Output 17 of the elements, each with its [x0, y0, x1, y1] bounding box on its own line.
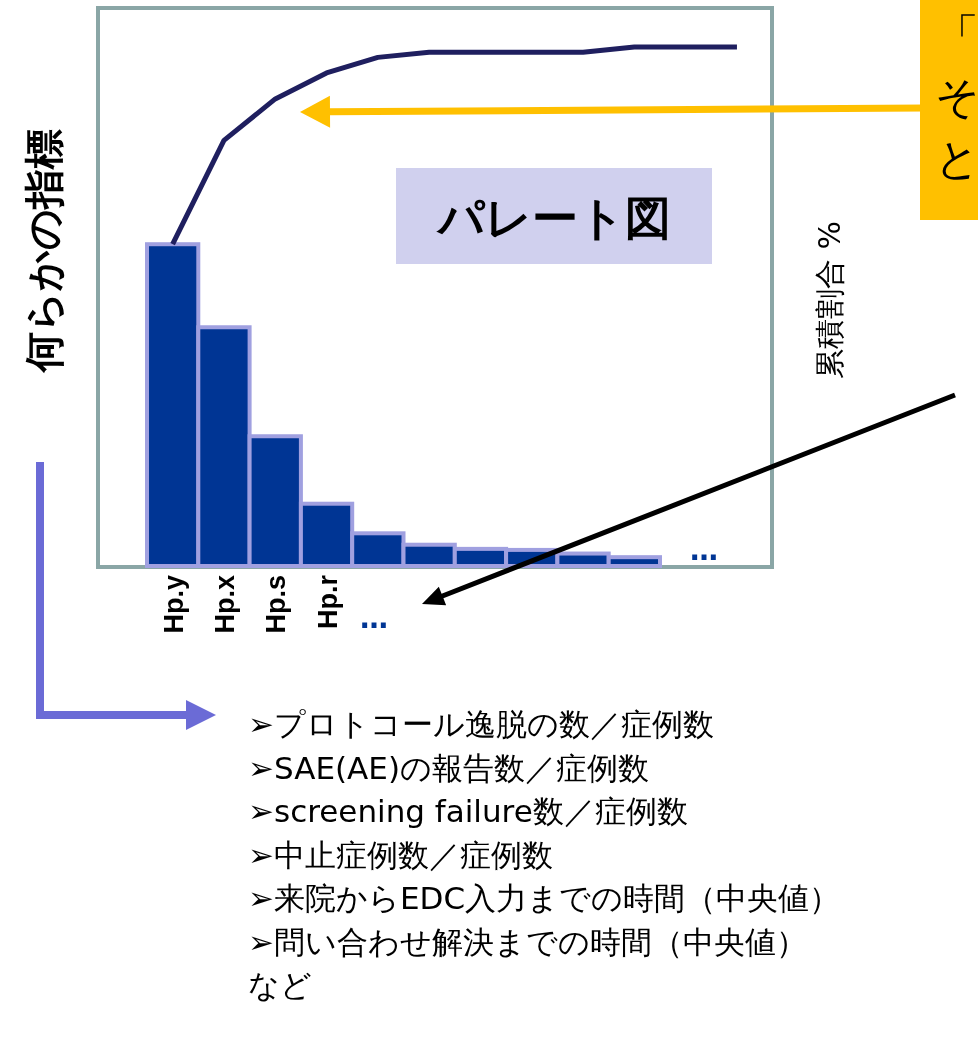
text: …	[360, 602, 388, 635]
text: ➢プロトコール逸脱の数／症例数	[248, 706, 714, 742]
text: ➢問い合わせ解決までの時間（中央値）	[248, 923, 807, 960]
x-tick-label: Hp.r	[312, 574, 343, 629]
annotation: …	[690, 534, 718, 567]
text: ➢screening failure数／症例数	[248, 793, 688, 829]
text: ➢来院からEDC入力までの時間（中央値）	[248, 880, 841, 916]
y2-axis-title: 累積割合 %	[812, 220, 847, 380]
text: ➢SAE(AE)の報告数／症例数	[248, 749, 650, 786]
annotation: パレート図	[435, 191, 671, 245]
text: など	[248, 967, 312, 1003]
x-tick-label: Hp.s	[261, 575, 292, 634]
y-axis-title: 何らかの指標	[21, 128, 67, 374]
x-tick-label: Hp.x	[209, 575, 240, 634]
text: ➢中止症例数／症例数	[248, 836, 553, 873]
x-tick-label: Hp.y	[158, 575, 189, 634]
text: 「そと	[935, 9, 978, 184]
